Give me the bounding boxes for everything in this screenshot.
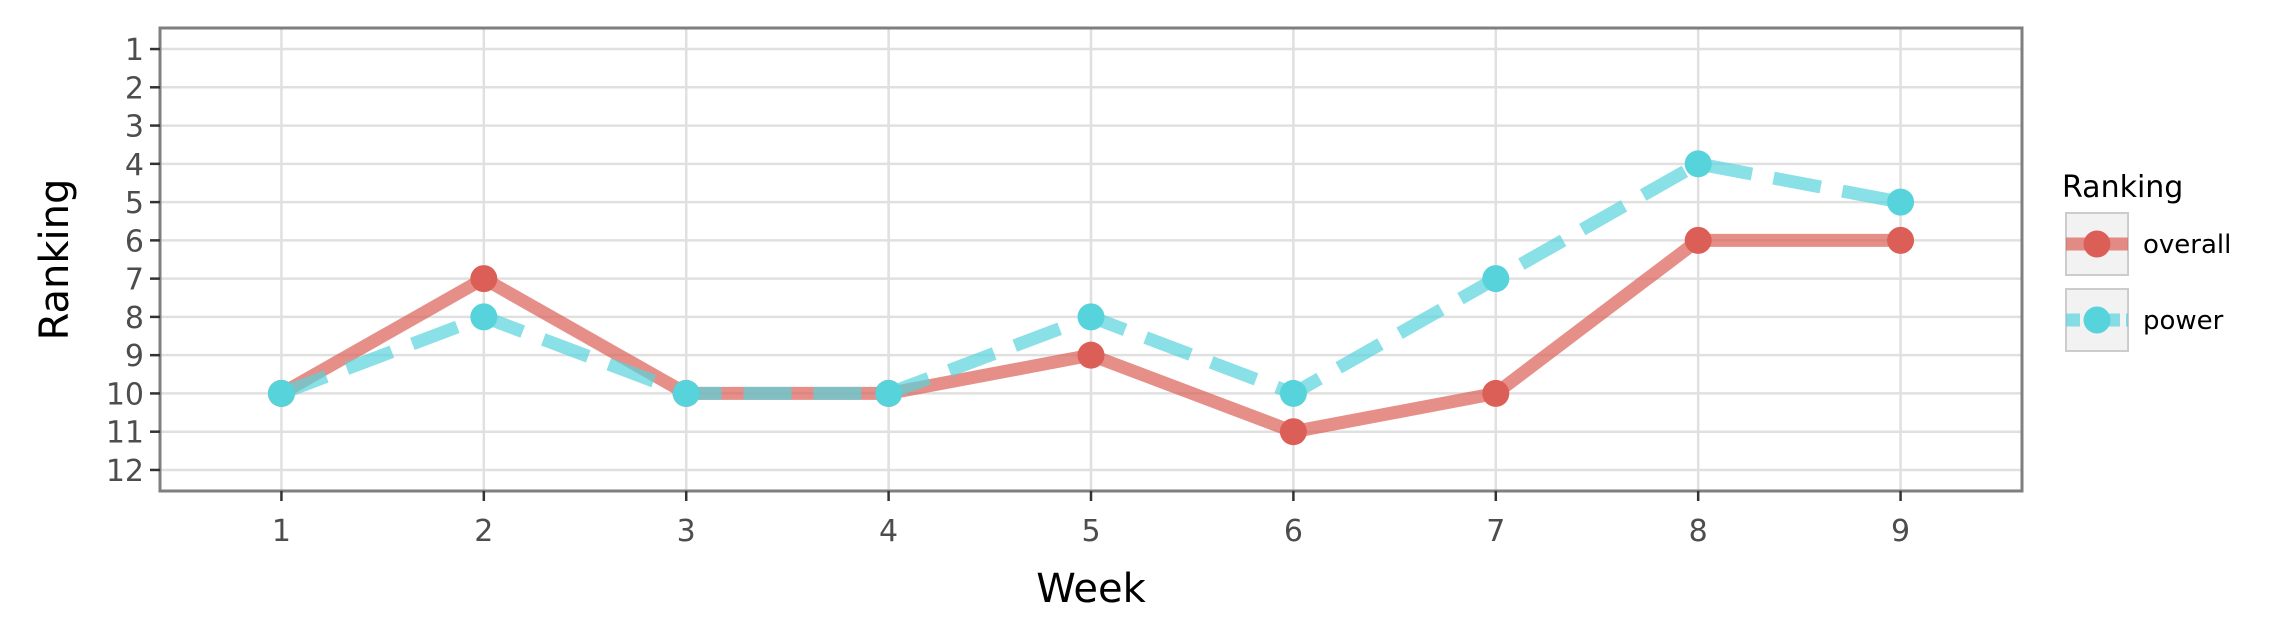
y-tick-label: 3 (125, 110, 144, 145)
data-point-overall (1887, 226, 1915, 254)
x-axis-title: Week (1036, 566, 1146, 612)
series-layer (267, 150, 1915, 446)
data-point-overall (1279, 418, 1307, 446)
x-tick-label: 3 (677, 514, 696, 549)
y-tick-label: 1 (125, 33, 144, 68)
x-tick-label: 4 (879, 514, 898, 549)
y-tick-label: 11 (106, 416, 144, 451)
data-point-power (470, 303, 498, 331)
legend-item-power: power (2065, 288, 2224, 352)
data-point-power (1482, 265, 1510, 293)
y-tick-label: 10 (106, 377, 144, 412)
x-tick-label: 1 (272, 514, 291, 549)
x-tick-label: 8 (1689, 514, 1708, 549)
data-point-overall (1077, 341, 1105, 369)
data-point-power (875, 379, 903, 407)
y-tick-label: 4 (125, 148, 144, 183)
legend-item-overall: overall (2065, 212, 2231, 276)
y-axis-title: Ranking (32, 179, 78, 341)
x-tick-label: 9 (1891, 514, 1910, 549)
y-tick-label: 12 (106, 454, 144, 489)
x-axis: 1 2 3 4 5 6 7 8 9 (272, 491, 1910, 549)
data-point-power (267, 379, 295, 407)
y-tick-label: 6 (125, 224, 144, 259)
y-tick-label: 7 (125, 263, 144, 298)
x-tick-label: 7 (1486, 514, 1505, 549)
y-tick-label: 2 (125, 71, 144, 106)
data-point-overall (470, 265, 498, 293)
data-point-overall (1684, 226, 1712, 254)
legend: Ranking overall power (2062, 170, 2231, 352)
data-point-power (672, 379, 700, 407)
legend-title: Ranking (2062, 170, 2183, 205)
x-tick-label: 5 (1081, 514, 1100, 549)
data-point-overall (1482, 379, 1510, 407)
legend-key-marker (2083, 230, 2111, 258)
data-point-power (1887, 188, 1915, 216)
legend-key-marker (2083, 306, 2111, 334)
x-tick-label: 6 (1284, 514, 1303, 549)
legend-label: overall (2143, 230, 2231, 260)
series-power (267, 150, 1915, 407)
data-point-power (1279, 379, 1307, 407)
y-tick-label: 5 (125, 186, 144, 221)
y-tick-label: 8 (125, 301, 144, 336)
data-point-power (1684, 150, 1712, 178)
grid-lines (160, 28, 2022, 491)
x-tick-label: 2 (474, 514, 493, 549)
y-tick-label: 9 (125, 339, 144, 374)
legend-label: power (2143, 306, 2224, 336)
data-point-power (1077, 303, 1105, 331)
